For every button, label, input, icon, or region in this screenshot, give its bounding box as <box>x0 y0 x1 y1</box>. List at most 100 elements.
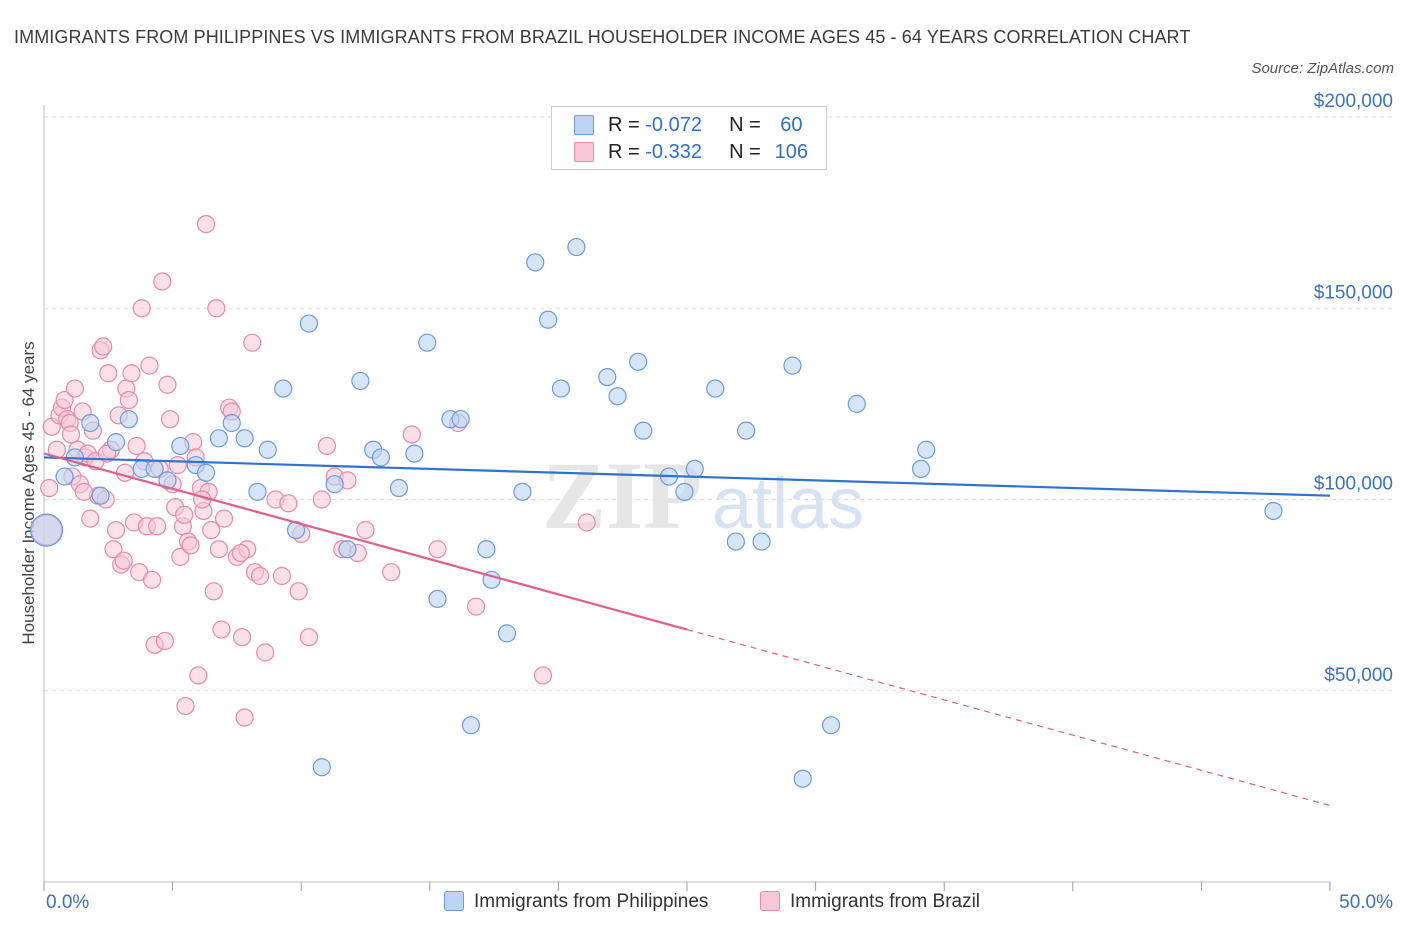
y-tick-labels: $50,000 $100,000 $150,000 $200,000 <box>1314 91 1393 686</box>
watermark-zip: ZIP <box>542 442 702 549</box>
philippines-point <box>55 467 74 486</box>
brazil-point <box>402 425 421 444</box>
brazil-point <box>61 425 81 444</box>
brazil-point <box>65 379 84 398</box>
trend-lines <box>43 452 1331 807</box>
brazil-point <box>99 364 118 383</box>
philippines-point <box>299 314 319 333</box>
philippines-point <box>196 463 216 482</box>
philippines-point <box>81 413 100 433</box>
brazil-point <box>207 299 226 318</box>
philippines-point <box>274 379 293 398</box>
legend-swatch-brazil <box>574 142 594 162</box>
brazil-point <box>235 708 254 727</box>
philippines-point <box>158 471 177 490</box>
philippines-point <box>634 421 653 440</box>
philippines-point <box>477 540 496 559</box>
series-philippines-points <box>29 237 1283 788</box>
x-tick-label: 0.0% <box>46 892 89 913</box>
brazil-point <box>176 696 195 716</box>
philippines-point <box>222 413 241 433</box>
brazil-point <box>122 364 141 383</box>
philippines-point <box>706 379 725 398</box>
philippines-point <box>539 310 558 329</box>
bottom-legend-swatch-brazil <box>760 891 780 911</box>
brazil-point <box>175 505 194 524</box>
brazil-point <box>279 494 298 513</box>
bottom-legend-label-philippines: Immigrants from Philippines <box>474 891 709 912</box>
philippines-point <box>752 532 771 551</box>
brazil-point <box>55 390 74 410</box>
philippines-point <box>371 448 391 467</box>
philippines-point <box>418 333 437 352</box>
philippines-point <box>513 482 532 501</box>
bottom-legend-philippines[interactable]: Immigrants from Philippines <box>444 888 708 916</box>
brazil-point <box>119 390 138 410</box>
philippines-point <box>461 716 481 735</box>
y-tick-label: $100,000 <box>1314 474 1393 495</box>
brazil-point <box>466 597 486 616</box>
philippines-point <box>171 436 190 456</box>
brazil-point <box>104 540 123 559</box>
brazil-point <box>428 540 447 559</box>
legend-r-value: -0.072 <box>645 114 702 136</box>
grid-lines <box>44 116 1392 692</box>
brazil-point <box>132 299 151 318</box>
philippines-point <box>258 440 277 459</box>
brazil-point <box>214 509 234 528</box>
philippines-point <box>29 513 64 547</box>
legend-n-value: 106 <box>774 141 809 163</box>
philippines-point <box>598 368 617 387</box>
philippines-point <box>567 237 586 257</box>
philippines-point <box>451 410 470 429</box>
brazil-point <box>181 536 200 555</box>
philippines-point <box>312 758 331 777</box>
philippines-point <box>325 475 344 494</box>
brazil-point <box>106 520 126 540</box>
brazil-trend-line-extension <box>686 628 1331 807</box>
philippines-point <box>106 433 126 452</box>
philippines-point <box>235 429 254 448</box>
brazil-point <box>232 628 252 647</box>
watermark: ZIP atlas <box>542 442 864 549</box>
brazil-point <box>127 436 146 456</box>
brazil-point <box>212 620 231 639</box>
brazil-point <box>577 513 596 532</box>
y-tick-label: $150,000 <box>1314 282 1393 303</box>
legend-r-label: R = <box>608 141 646 163</box>
philippines-point <box>1264 501 1283 521</box>
y-axis-label: Householder Income Ages 45 - 64 years <box>19 341 38 644</box>
brazil-point <box>160 410 180 429</box>
legend-n-label: N = <box>729 114 767 136</box>
brazil-trend-line <box>43 452 688 631</box>
brazil-point <box>299 628 319 647</box>
bottom-legend-brazil[interactable]: Immigrants from Brazil <box>760 888 980 916</box>
brazil-point <box>250 566 270 586</box>
bottom-legend-label-brazil: Immigrants from Brazil <box>790 891 981 912</box>
brazil-point <box>114 551 133 570</box>
chart-title: IMMIGRANTS FROM PHILIPPINES VS IMMIGRANT… <box>14 27 1191 47</box>
philippines-point <box>911 459 931 478</box>
legend-swatch-philippines <box>574 115 594 135</box>
brazil-point <box>189 666 208 685</box>
brazil-point <box>231 543 250 563</box>
philippines-point <box>405 444 424 463</box>
x-tick-label: 50.0% <box>1339 892 1393 913</box>
philippines-point <box>351 371 370 391</box>
brazil-point <box>153 272 172 291</box>
brazil-point <box>312 490 331 509</box>
y-tick-label: $50,000 <box>1324 665 1393 686</box>
brazil-point <box>115 463 135 482</box>
philippines-point <box>847 394 866 413</box>
watermark-atlas: atlas <box>712 464 864 544</box>
legend-n-value: 60 <box>780 114 803 136</box>
philippines-point <box>526 253 545 272</box>
philippines-point <box>793 769 812 788</box>
brazil-point <box>272 566 292 586</box>
brazil-point <box>317 436 337 456</box>
philippines-point <box>248 482 267 501</box>
philippines-point <box>428 589 447 609</box>
brazil-point <box>243 333 262 352</box>
brazil-point <box>209 540 228 559</box>
